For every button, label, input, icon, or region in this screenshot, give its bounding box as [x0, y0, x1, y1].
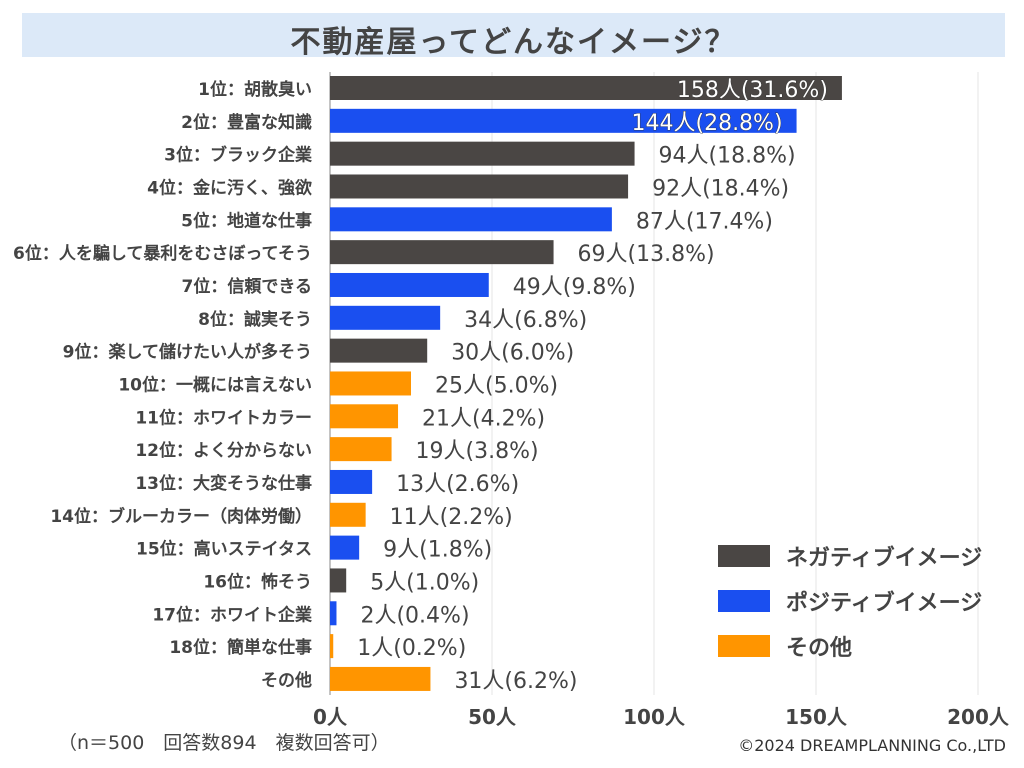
data-label: 2人(0.4%): [360, 603, 469, 628]
data-label: 158人(31.6%): [677, 78, 828, 103]
bar: [330, 634, 334, 659]
bar: [330, 305, 441, 330]
bar: [330, 371, 411, 396]
category-label: 14位：ブルーカラー（肉体労働）: [50, 506, 312, 527]
bar: [330, 502, 366, 527]
data-label: 13人(2.6%): [396, 472, 519, 497]
category-label: 13位：大変そうな仕事: [135, 473, 312, 494]
data-label: 94人(18.8%): [659, 144, 796, 169]
legend-label: その他: [786, 636, 852, 661]
x-tick-label: 200人: [947, 705, 1010, 729]
bar: [330, 469, 373, 494]
data-label: 25人(5.0%): [435, 373, 558, 398]
category-label: 12位：よく分からない: [135, 440, 312, 461]
legend-label: ネガティブイメージ: [786, 545, 982, 571]
category-label: 6位：人を騙して暴利をむさぼってそう: [13, 243, 312, 264]
x-tick-label: 0人: [313, 705, 348, 729]
data-label: 69人(13.8%): [578, 242, 715, 267]
category-label: 1位：胡散臭い: [198, 79, 312, 100]
data-label: 49人(9.8%): [513, 275, 636, 300]
bar: [330, 240, 554, 265]
sample-note: （n＝500 回答数894 複数回答可）: [58, 732, 390, 754]
category-label: 4位：金に汚く、強欲: [147, 177, 312, 198]
legend-swatch: [718, 545, 770, 567]
bar: [330, 207, 612, 232]
bar: [330, 666, 431, 691]
data-label: 31人(6.2%): [454, 669, 577, 694]
bar: [330, 437, 392, 462]
bar: [330, 108, 797, 133]
legend-label: ポジティブイメージ: [786, 590, 982, 616]
category-label: 17位：ホワイト企業: [152, 604, 312, 625]
category-label: 11位：ホワイトカラー: [135, 407, 312, 428]
category-label: 16位：怖そう: [203, 571, 312, 592]
category-label: 7位：信頼できる: [182, 276, 313, 297]
category-label: 2位：豊富な知識: [181, 112, 312, 133]
data-label: 11人(2.2%): [390, 505, 513, 530]
category-label: 9位：楽して儲けたい人が多そう: [63, 342, 312, 363]
bar: [330, 535, 360, 560]
bar: [330, 76, 842, 100]
category-label: 15位：高いステイタス: [136, 539, 312, 560]
data-label: 19人(3.8%): [416, 439, 539, 464]
copyright: ©2024 DREAMPLANNING Co.,LTD: [738, 736, 1006, 755]
bar: [330, 174, 629, 199]
category-label: 5位：地道な仕事: [181, 210, 312, 231]
legend-swatch: [718, 635, 770, 657]
x-tick-label: 50人: [468, 705, 517, 729]
category-label: 3位：ブラック企業: [164, 145, 312, 166]
data-label: 87人(17.4%): [636, 209, 773, 234]
data-label: 5人(1.0%): [370, 570, 479, 595]
bar: [330, 404, 399, 429]
legend-swatch: [718, 590, 770, 612]
data-label: 1人(0.2%): [357, 636, 466, 661]
data-label: 144人(28.8%): [632, 111, 783, 136]
x-tick-label: 150人: [785, 705, 848, 729]
bar: [330, 338, 428, 363]
chart-title: 不動産屋ってどんなイメージ？: [290, 25, 737, 60]
data-label: 9人(1.8%): [383, 538, 492, 563]
bar: [330, 141, 635, 166]
x-tick-label: 100人: [623, 705, 686, 729]
category-label: 8位：誠実そう: [198, 309, 312, 330]
bar: [330, 568, 347, 593]
bar: [330, 272, 489, 297]
data-label: 21人(4.2%): [422, 406, 545, 431]
title-bar: 不動産屋ってどんなイメージ？: [22, 13, 1005, 60]
bar: [330, 601, 337, 626]
data-label: 34人(6.8%): [464, 308, 587, 333]
data-label: 92人(18.4%): [652, 176, 789, 201]
category-label: その他: [261, 670, 312, 691]
data-label: 30人(6.0%): [451, 341, 574, 366]
category-label: 10位：一概には言えない: [118, 374, 312, 395]
category-label: 18位：簡単な仕事: [169, 637, 312, 658]
